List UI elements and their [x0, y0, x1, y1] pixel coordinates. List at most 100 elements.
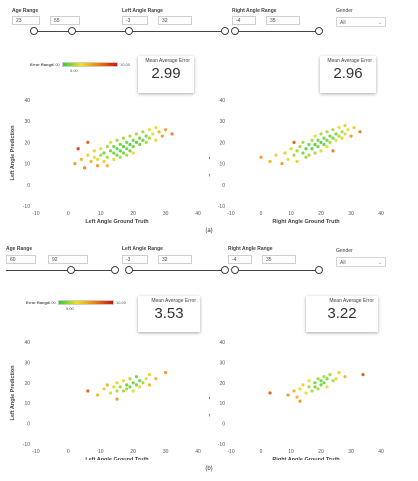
scatter-point: [112, 145, 116, 149]
left-angle-min-input[interactable]: -3: [122, 255, 148, 264]
left-angle-range-slider[interactable]: [125, 266, 229, 274]
mae-card-left: Mean Average Error 2.99: [138, 56, 194, 93]
scatter-point: [108, 140, 113, 144]
x-tick-label: 20: [318, 211, 324, 217]
scatter-point: [115, 153, 119, 157]
x-tick-label: 20: [130, 211, 136, 217]
scatter-point: [144, 377, 148, 381]
scatter-point: [170, 132, 174, 136]
y-tick-label: 20: [219, 140, 225, 146]
scatter-point: [128, 149, 132, 153]
scatter-point: [298, 387, 302, 391]
slider-max-handle[interactable]: [315, 27, 324, 35]
scatter-point: [337, 371, 341, 375]
scatter-point: [134, 140, 139, 144]
slider-max-handle[interactable]: [220, 27, 229, 35]
left-angle-max-input[interactable]: 32: [158, 16, 192, 25]
slider-max-handle[interactable]: [110, 266, 119, 274]
right-angle-max-input[interactable]: 35: [266, 16, 300, 25]
scatter-point: [313, 385, 317, 389]
scatter-point: [115, 389, 119, 393]
right-angle-range-slider[interactable]: [230, 266, 324, 274]
scatter-point: [268, 391, 272, 395]
scatter-point: [121, 379, 126, 383]
right-angle-min-input[interactable]: -4: [232, 16, 256, 25]
left-angle-range-slider[interactable]: [125, 27, 229, 35]
scatter-point: [115, 381, 119, 385]
slider-min-handle[interactable]: [66, 266, 75, 274]
scatter-point: [138, 385, 142, 389]
right-angle-min-input[interactable]: -4: [228, 255, 252, 264]
slider-min-handle[interactable]: [230, 27, 239, 35]
x-tick-label: 10: [288, 449, 294, 455]
scatter-point: [259, 155, 263, 159]
scatter-point: [313, 381, 317, 385]
scatter-point: [301, 383, 305, 387]
x-tick-label: 30: [163, 449, 169, 455]
slider-max-handle[interactable]: [315, 266, 324, 274]
scatter-point: [286, 157, 290, 161]
y-tick-label: 0: [27, 422, 30, 428]
y-tick-label: 10: [219, 162, 225, 168]
scatter-point: [313, 151, 317, 155]
age-range-slider[interactable]: [6, 266, 119, 274]
scatter-point: [301, 140, 305, 144]
left-angle-max-input[interactable]: 32: [158, 255, 192, 264]
x-tick-label: 10: [98, 449, 104, 455]
right-angle-max-input[interactable]: 35: [262, 255, 296, 264]
scatter-point: [105, 145, 109, 149]
left-angle-min-input[interactable]: -3: [122, 16, 148, 25]
age-min-input[interactable]: 23: [12, 16, 40, 25]
scatter-point: [310, 389, 314, 393]
scatter-point: [141, 381, 145, 385]
scatter-point: [147, 136, 151, 140]
scatter-point: [164, 128, 168, 132]
slider-min-handle[interactable]: [230, 266, 239, 274]
scatter-point: [298, 145, 302, 149]
mae-value: 2.96: [333, 65, 363, 82]
scatter-point: [340, 136, 344, 140]
slider-min-handle[interactable]: [125, 266, 134, 274]
scatter-point: [337, 134, 341, 138]
scatter-point: [298, 399, 302, 403]
scatter-point: [134, 132, 139, 136]
figure-caption-b: (b): [205, 466, 213, 472]
scatter-point: [328, 373, 332, 377]
slider-max-handle[interactable]: [68, 27, 76, 35]
gender-label: Gender: [336, 248, 353, 254]
slider-max-handle[interactable]: [220, 266, 229, 274]
gender-dropdown[interactable]: All ⌄: [336, 257, 386, 267]
y-axis-title: Left Angle Prediction: [10, 365, 16, 421]
age-max-input[interactable]: 92: [48, 255, 88, 264]
right-angle-range-slider[interactable]: [230, 27, 324, 35]
scatter-point: [316, 138, 320, 142]
scatter-point: [154, 138, 158, 142]
y-tick-label: 40: [219, 98, 225, 104]
y-tick-label: 30: [24, 119, 30, 125]
scatter-point: [134, 383, 139, 387]
scatter-point: [310, 147, 314, 151]
y-tick-label: 40: [24, 98, 30, 104]
gender-dropdown[interactable]: All ⌄: [336, 17, 386, 27]
right-angle-range-label: Right Angle Range: [232, 8, 277, 14]
dashboard-panel-b: Age Range 60 92 Left Angle Range -3 32 R…: [0, 240, 418, 481]
slider-min-handle[interactable]: [125, 27, 134, 35]
mae-title: Mean Average Error: [327, 58, 372, 64]
scatter-point: [292, 140, 296, 144]
age-max-input[interactable]: 55: [50, 16, 80, 25]
age-range-label: Age Range: [6, 246, 33, 252]
scatter-point: [358, 130, 362, 134]
scatter-point: [319, 149, 323, 153]
age-min-input[interactable]: 60: [6, 255, 36, 264]
scatter-point: [340, 130, 344, 134]
scatter-point: [268, 159, 272, 164]
x-tick-label: 0: [260, 449, 263, 455]
age-range-slider[interactable]: [30, 27, 130, 35]
slider-rail: [232, 269, 322, 271]
scatter-point: [125, 140, 129, 144]
scatter-point: [141, 138, 145, 142]
scatter-point: [274, 153, 278, 157]
slider-min-handle[interactable]: [30, 27, 38, 35]
mae-card-right: Mean Average Error 3.22: [306, 296, 378, 332]
scatter-point: [304, 391, 308, 395]
